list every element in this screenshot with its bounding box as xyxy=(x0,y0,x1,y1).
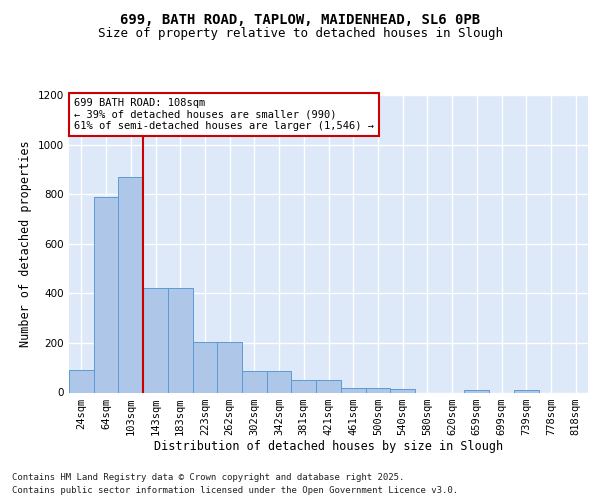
X-axis label: Distribution of detached houses by size in Slough: Distribution of detached houses by size … xyxy=(154,440,503,454)
Bar xyxy=(341,388,365,392)
Bar xyxy=(217,342,242,392)
Text: Contains HM Land Registry data © Crown copyright and database right 2025.: Contains HM Land Registry data © Crown c… xyxy=(12,474,404,482)
Bar xyxy=(390,389,415,392)
Text: 699, BATH ROAD, TAPLOW, MAIDENHEAD, SL6 0PB: 699, BATH ROAD, TAPLOW, MAIDENHEAD, SL6 … xyxy=(120,12,480,26)
Bar xyxy=(267,372,292,392)
Bar xyxy=(193,342,217,392)
Text: Contains public sector information licensed under the Open Government Licence v3: Contains public sector information licen… xyxy=(12,486,458,495)
Bar xyxy=(69,370,94,392)
Bar xyxy=(168,288,193,393)
Bar xyxy=(464,390,489,392)
Y-axis label: Number of detached properties: Number of detached properties xyxy=(19,140,32,347)
Bar xyxy=(365,388,390,392)
Bar xyxy=(514,390,539,392)
Bar xyxy=(316,380,341,392)
Bar xyxy=(143,288,168,393)
Bar xyxy=(242,372,267,392)
Text: 699 BATH ROAD: 108sqm
← 39% of detached houses are smaller (990)
61% of semi-det: 699 BATH ROAD: 108sqm ← 39% of detached … xyxy=(74,98,374,131)
Bar xyxy=(94,196,118,392)
Text: Size of property relative to detached houses in Slough: Size of property relative to detached ho… xyxy=(97,28,503,40)
Bar xyxy=(292,380,316,392)
Bar xyxy=(118,177,143,392)
